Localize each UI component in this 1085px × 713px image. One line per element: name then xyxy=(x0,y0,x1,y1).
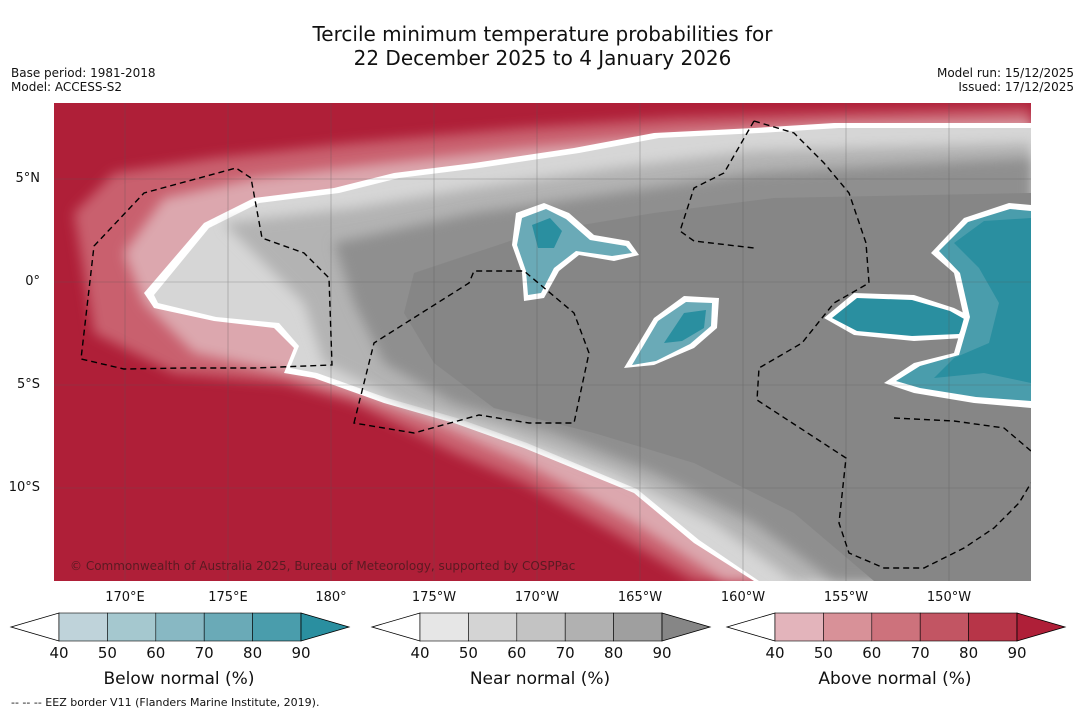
lon-label-180: 180° xyxy=(315,590,347,605)
colorbar-near xyxy=(370,612,712,642)
colorbar-below-tick-70: 70 xyxy=(194,644,214,662)
lon-label-165w: 165°W xyxy=(617,590,663,605)
model-name: Model: ACCESS-S2 xyxy=(11,80,123,94)
eez-border-tokelau xyxy=(353,270,590,434)
eez-border-kiribati-phoenix xyxy=(679,120,755,249)
colorbar-near-tick-80: 80 xyxy=(604,644,624,662)
lon-label-150w: 150°W xyxy=(926,590,972,605)
title-line-1: Tercile minimum temperature probabilitie… xyxy=(312,22,773,46)
lon-label-160w: 160°W xyxy=(720,590,766,605)
lat-label-10s: 10°S xyxy=(8,480,40,495)
colorbar-near-tick-90: 90 xyxy=(652,644,672,662)
colorbar-below-tick-90: 90 xyxy=(291,644,311,662)
colorbar-below-tick-50: 50 xyxy=(97,644,117,662)
meta-right: Model run: 15/12/2025 Issued: 17/12/2025 xyxy=(937,66,1074,94)
colorbar-below-segment-70 xyxy=(203,612,253,642)
below-normal-area-3-fill xyxy=(832,298,966,336)
colorbar-near-max-extension xyxy=(661,612,712,642)
lat-label-5s: 5°S xyxy=(16,377,40,392)
lon-label-175w: 175°W xyxy=(411,590,457,605)
colorbar-below-max-extension xyxy=(300,612,351,642)
colorbar-near-tick-40: 40 xyxy=(410,644,430,662)
colorbar-near-segment-70 xyxy=(564,612,614,642)
title-line-2: 22 December 2025 to 4 January 2026 xyxy=(353,46,732,70)
colorbar-above-tick-70: 70 xyxy=(910,644,930,662)
eez-borders xyxy=(80,120,1031,569)
colorbar-above-segment-40 xyxy=(774,612,824,642)
eez-border-line-islands xyxy=(753,120,1031,569)
below-normal-area-2-core xyxy=(664,310,706,343)
meta-left: Base period: 1981-2018 Model: ACCESS-S2 xyxy=(11,66,156,94)
colorbar-near-label: Near normal (%) xyxy=(469,669,611,689)
below-normal-area-1-core xyxy=(532,218,562,248)
colorbar-near-segment-80 xyxy=(613,612,663,642)
colorbar-below xyxy=(9,612,351,642)
graticule xyxy=(54,103,1031,581)
colorbar-near-segment-40 xyxy=(419,612,469,642)
colorbar-below-min-extension xyxy=(9,612,60,642)
lon-label-175e: 175°E xyxy=(208,590,248,605)
colorbar-above-min-extension xyxy=(725,612,776,642)
colorbar-near-tick-60: 60 xyxy=(507,644,527,662)
colorbar-below-segment-60 xyxy=(155,612,205,642)
colorbar-above-tick-50: 50 xyxy=(813,644,833,662)
colorbar-below-label: Below normal (%) xyxy=(103,669,255,689)
colorbar-below-segment-40 xyxy=(58,612,108,642)
colorbar-below-tick-60: 60 xyxy=(146,644,166,662)
colorbar-below-tick-40: 40 xyxy=(49,644,69,662)
eez-border-cook-islands xyxy=(893,417,1031,452)
colorbar-below-segment-50 xyxy=(107,612,157,642)
model-run: Model run: 15/12/2025 xyxy=(936,66,1074,80)
near-normal-core xyxy=(404,193,1031,581)
colorbar-above-tick-90: 90 xyxy=(1007,644,1027,662)
colorbar-above-label: Above normal (%) xyxy=(818,669,972,689)
below-normal-area-4-core xyxy=(934,218,1031,383)
colorbar-below-segment-80 xyxy=(252,612,302,642)
colorbar-above-tick-60: 60 xyxy=(862,644,882,662)
colorbar-above-segment-50 xyxy=(823,612,873,642)
issued-date: Issued: 17/12/2025 xyxy=(958,80,1074,94)
colorbar-near-segment-60 xyxy=(516,612,566,642)
colorbar-above-max-extension xyxy=(1016,612,1067,642)
copyright-text: © Commonwealth of Australia 2025, Bureau… xyxy=(70,559,575,573)
map-title: Tercile minimum temperature probabilitie… xyxy=(0,22,1085,70)
colorbar-near-min-extension xyxy=(370,612,421,642)
colorbar-near-segment-50 xyxy=(468,612,518,642)
lon-label-155w: 155°W xyxy=(823,590,869,605)
lat-label-5n: 5°N xyxy=(15,171,41,186)
colorbar-above-segment-80 xyxy=(968,612,1018,642)
colorbar-near-tick-50: 50 xyxy=(458,644,478,662)
base-period: Base period: 1981-2018 xyxy=(11,66,156,80)
colorbar-near-tick-70: 70 xyxy=(555,644,575,662)
colorbar-below-tick-80: 80 xyxy=(243,644,263,662)
lon-label-170e: 170°E xyxy=(105,590,145,605)
colorbar-above xyxy=(725,612,1067,642)
lon-label-170w: 170°W xyxy=(514,590,560,605)
probability-map: © Commonwealth of Australia 2025, Bureau… xyxy=(54,103,1031,581)
colorbar-above-tick-80: 80 xyxy=(959,644,979,662)
eez-footnote: -- -- -- EEZ border V11 (Flanders Marine… xyxy=(11,696,320,709)
colorbars xyxy=(9,612,1067,642)
eez-border-tuvalu-kiribati-west xyxy=(80,167,333,370)
colorbar-above-segment-60 xyxy=(871,612,921,642)
lat-label-0: 0° xyxy=(25,274,40,289)
colorbar-above-segment-70 xyxy=(919,612,969,642)
colorbar-above-tick-40: 40 xyxy=(765,644,785,662)
